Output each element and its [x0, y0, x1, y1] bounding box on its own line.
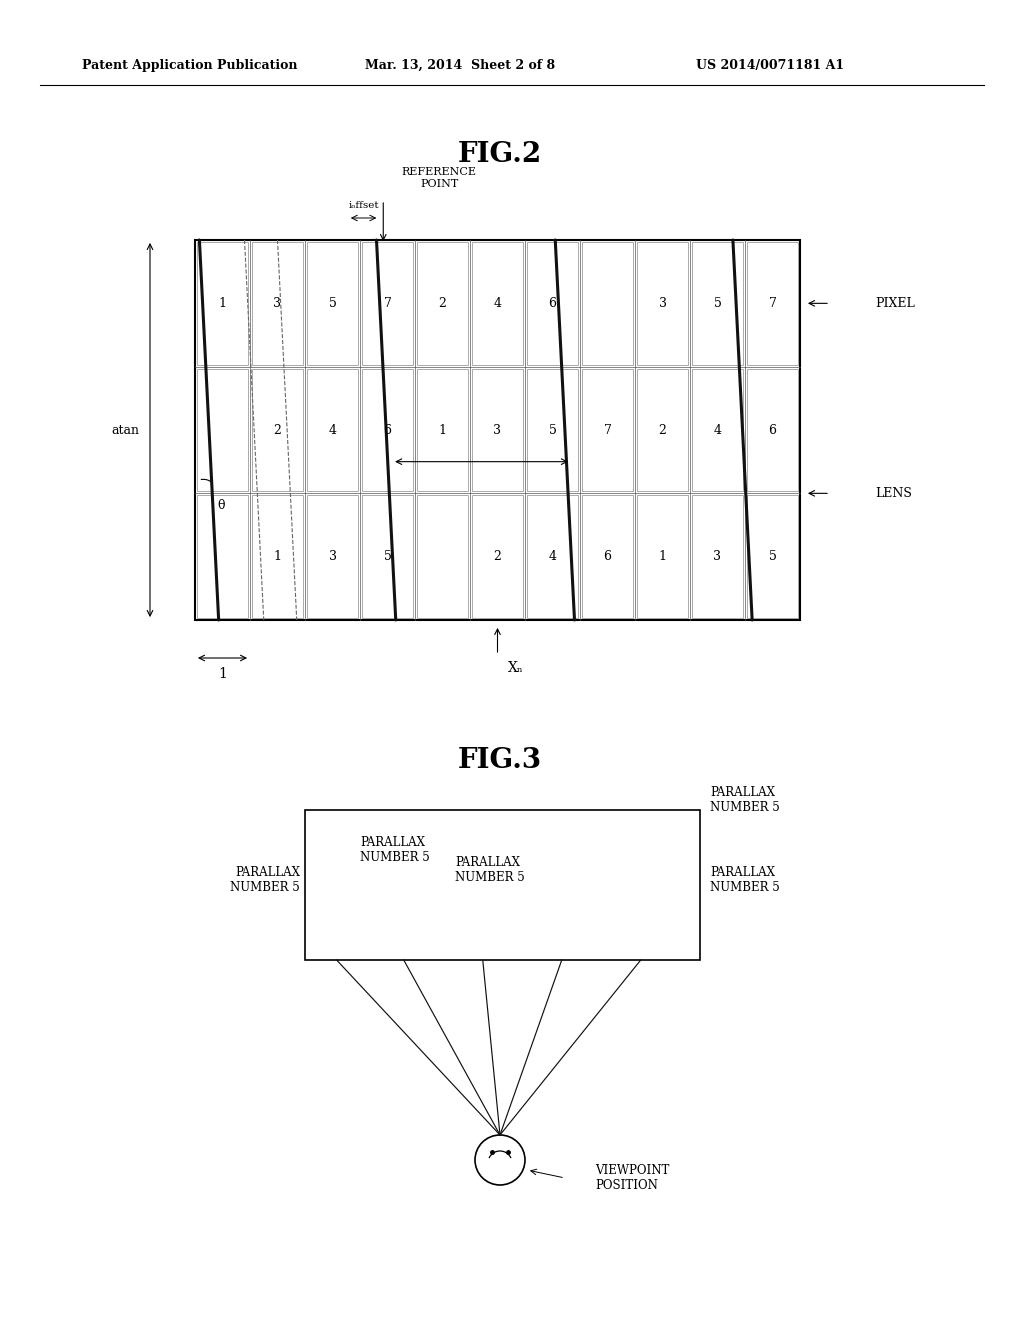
- Text: 5: 5: [714, 297, 722, 310]
- Text: 7: 7: [384, 297, 391, 310]
- Text: LENS: LENS: [874, 487, 912, 500]
- Bar: [197, 495, 248, 618]
- Bar: [417, 495, 468, 618]
- Text: PARALLAX
NUMBER 5: PARALLAX NUMBER 5: [230, 866, 300, 894]
- Text: 4: 4: [494, 297, 502, 310]
- Text: 2: 2: [438, 297, 446, 310]
- Text: 5: 5: [769, 550, 776, 564]
- Text: 1: 1: [218, 667, 227, 681]
- Text: 6: 6: [549, 297, 556, 310]
- Text: 2: 2: [658, 424, 667, 437]
- Bar: [637, 242, 688, 364]
- Text: atan: atan: [111, 424, 139, 437]
- Bar: [746, 495, 798, 618]
- Bar: [197, 368, 248, 491]
- Text: 1: 1: [658, 550, 667, 564]
- Text: Patent Application Publication: Patent Application Publication: [82, 58, 298, 71]
- Text: 3: 3: [273, 297, 282, 310]
- Bar: [637, 495, 688, 618]
- Bar: [252, 242, 303, 364]
- Bar: [305, 810, 700, 960]
- Bar: [582, 368, 633, 491]
- Text: 6: 6: [384, 424, 391, 437]
- Text: PARALLAX
NUMBER 5: PARALLAX NUMBER 5: [360, 836, 430, 865]
- Bar: [307, 242, 358, 364]
- Text: iₒffset: iₒffset: [348, 202, 379, 210]
- Bar: [362, 495, 413, 618]
- Text: 4: 4: [329, 424, 337, 437]
- Bar: [252, 495, 303, 618]
- Text: θ: θ: [217, 499, 225, 512]
- Text: Mar. 13, 2014  Sheet 2 of 8: Mar. 13, 2014 Sheet 2 of 8: [365, 58, 555, 71]
- Bar: [362, 242, 413, 364]
- Text: US 2014/0071181 A1: US 2014/0071181 A1: [696, 58, 844, 71]
- Bar: [472, 495, 523, 618]
- Bar: [472, 242, 523, 364]
- Bar: [746, 242, 798, 364]
- Text: PARALLAX
NUMBER 5: PARALLAX NUMBER 5: [710, 785, 779, 814]
- Text: 2: 2: [494, 550, 502, 564]
- Text: Xₙ: Xₙ: [508, 661, 523, 675]
- Bar: [692, 368, 743, 491]
- Text: 4: 4: [714, 424, 722, 437]
- Text: 7: 7: [603, 424, 611, 437]
- Bar: [692, 242, 743, 364]
- Bar: [746, 368, 798, 491]
- Text: 3: 3: [714, 550, 722, 564]
- Text: 1: 1: [218, 297, 226, 310]
- Bar: [307, 495, 358, 618]
- Bar: [417, 368, 468, 491]
- Bar: [197, 242, 248, 364]
- Text: REFERENCE
POINT: REFERENCE POINT: [401, 168, 477, 189]
- Text: 5: 5: [384, 550, 391, 564]
- Bar: [582, 495, 633, 618]
- Bar: [307, 368, 358, 491]
- Bar: [527, 368, 578, 491]
- Bar: [692, 495, 743, 618]
- Text: FIG.3: FIG.3: [458, 747, 542, 774]
- Bar: [252, 368, 303, 491]
- Text: 6: 6: [768, 424, 776, 437]
- Text: 3: 3: [329, 550, 337, 564]
- Bar: [417, 242, 468, 364]
- Text: PARALLAX
NUMBER 5: PARALLAX NUMBER 5: [455, 855, 524, 884]
- Text: 3: 3: [494, 424, 502, 437]
- Text: PARALLAX
NUMBER 5: PARALLAX NUMBER 5: [710, 866, 779, 894]
- Text: VIEWPOINT
POSITION: VIEWPOINT POSITION: [595, 1164, 670, 1192]
- Bar: [362, 368, 413, 491]
- Text: 1: 1: [273, 550, 282, 564]
- Text: 6: 6: [603, 550, 611, 564]
- Text: 5: 5: [329, 297, 337, 310]
- Text: 5: 5: [549, 424, 556, 437]
- Text: 3: 3: [658, 297, 667, 310]
- Bar: [582, 242, 633, 364]
- Bar: [195, 240, 800, 620]
- Bar: [527, 495, 578, 618]
- Text: FIG.2: FIG.2: [458, 141, 542, 169]
- Bar: [637, 368, 688, 491]
- Text: PIXEL: PIXEL: [874, 297, 914, 310]
- Text: 4: 4: [549, 550, 556, 564]
- Bar: [527, 242, 578, 364]
- Text: 7: 7: [769, 297, 776, 310]
- Text: 2: 2: [273, 424, 282, 437]
- Text: 1: 1: [438, 424, 446, 437]
- Bar: [472, 368, 523, 491]
